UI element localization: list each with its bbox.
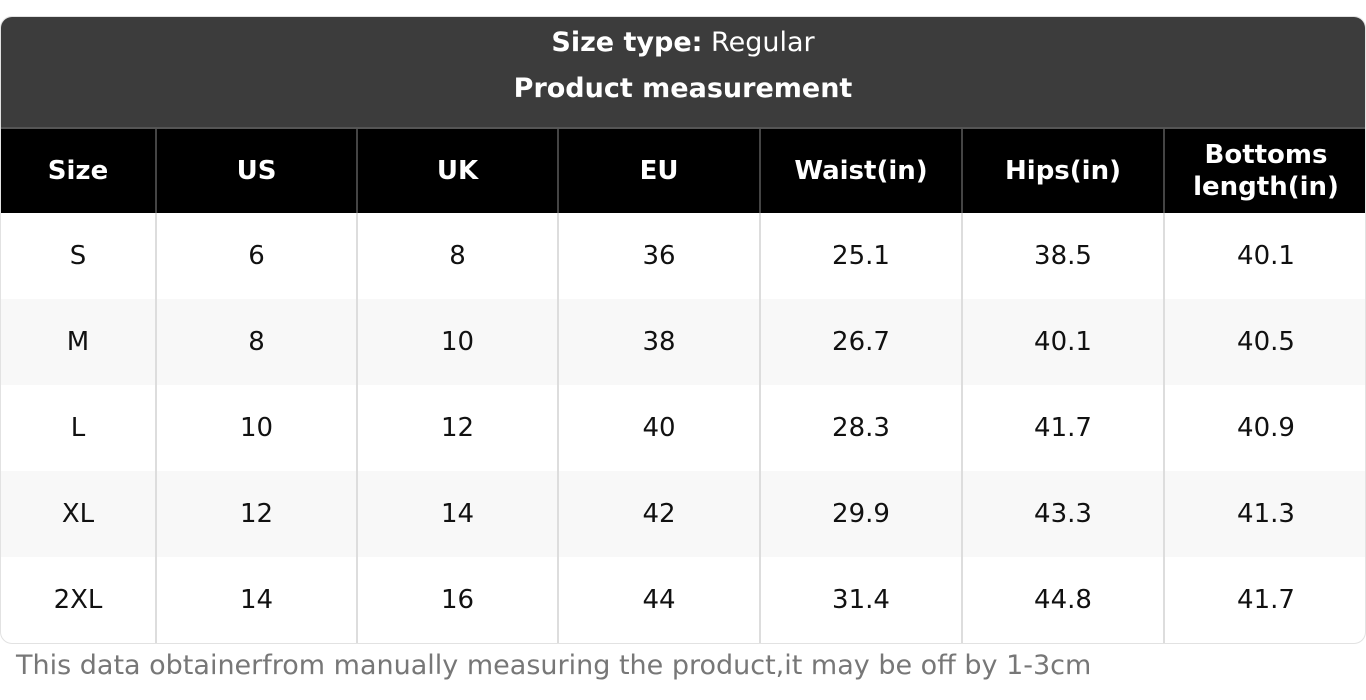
table-row: L 10 12 40 28.3 41.7 40.9 [1,385,1365,471]
table-cell: 10 [356,299,558,385]
table-cell: 14 [155,557,357,643]
column-header: Hips(in) [961,129,1164,213]
table-cell: 12 [155,471,357,557]
size-table-card: Size type: Regular Product measurement S… [0,16,1366,644]
table-cell: 41.7 [961,385,1164,471]
table-cell: 40 [557,385,760,471]
table-cell: 31.4 [759,557,962,643]
table-cell: 6 [155,213,357,299]
column-header: Size [1,129,156,213]
column-header: EU [557,129,760,213]
column-header: Waist(in) [759,129,962,213]
table-cell: M [1,299,156,385]
size-type-value: Regular [711,27,815,58]
footnote: This data obtainerfrom manually measurin… [16,650,1092,681]
header-row: Size US UK EU Waist(in) Hips(in) Bottoms lengt… [1,129,1365,213]
table-cell: 29.9 [759,471,962,557]
table-cell: 44 [557,557,760,643]
table-row: S 6 8 36 25.1 38.5 40.1 [1,213,1365,299]
table-cell: 43.3 [961,471,1164,557]
table-cell: 44.8 [961,557,1164,643]
table-header: Size type: Regular Product measurement [1,17,1365,129]
table-cell: 42 [557,471,760,557]
table-cell: 16 [356,557,558,643]
table-cell: 26.7 [759,299,962,385]
table-cell: 10 [155,385,357,471]
table-cell: 36 [557,213,760,299]
table-cell: 40.1 [1163,213,1365,299]
column-header: Bottoms length(in) [1163,129,1365,213]
table-cell: 8 [356,213,558,299]
table-cell: 28.3 [759,385,962,471]
table-cell: 38.5 [961,213,1164,299]
table-row: 2XL 14 16 44 31.4 44.8 41.7 [1,557,1365,643]
table-cell: 40.5 [1163,299,1365,385]
column-header: UK [356,129,558,213]
table-cell: 25.1 [759,213,962,299]
table-body: S 6 8 36 25.1 38.5 40.1 M 8 10 38 26.7 40.1 40.5 L 10 12… [1,213,1365,643]
table-cell: 38 [557,299,760,385]
table-row: XL 12 14 42 29.9 43.3 41.3 [1,471,1365,557]
table-cell: 14 [356,471,558,557]
table-cell: 40.1 [961,299,1164,385]
table-cell: XL [1,471,156,557]
table-cell: 12 [356,385,558,471]
table-cell: 2XL [53,585,103,615]
size-type: Size type: Regular [1,17,1365,73]
table-cell: 41.7 [1163,557,1365,643]
table-cell: 41.3 [1163,471,1365,557]
table-row: M 8 10 38 26.7 40.1 40.5 [1,299,1365,385]
size-table: Size US UK EU Waist(in) Hips(in) Bottoms lengt… [1,129,1365,643]
table-cell: 40.9 [1163,385,1365,471]
table-cell: S [69,241,87,271]
column-header: US [155,129,357,213]
size-type-label: Size type: [551,27,703,58]
table-cell: 8 [155,299,357,385]
subtitle: Product measurement [513,73,853,104]
table-cell: L [70,413,86,443]
